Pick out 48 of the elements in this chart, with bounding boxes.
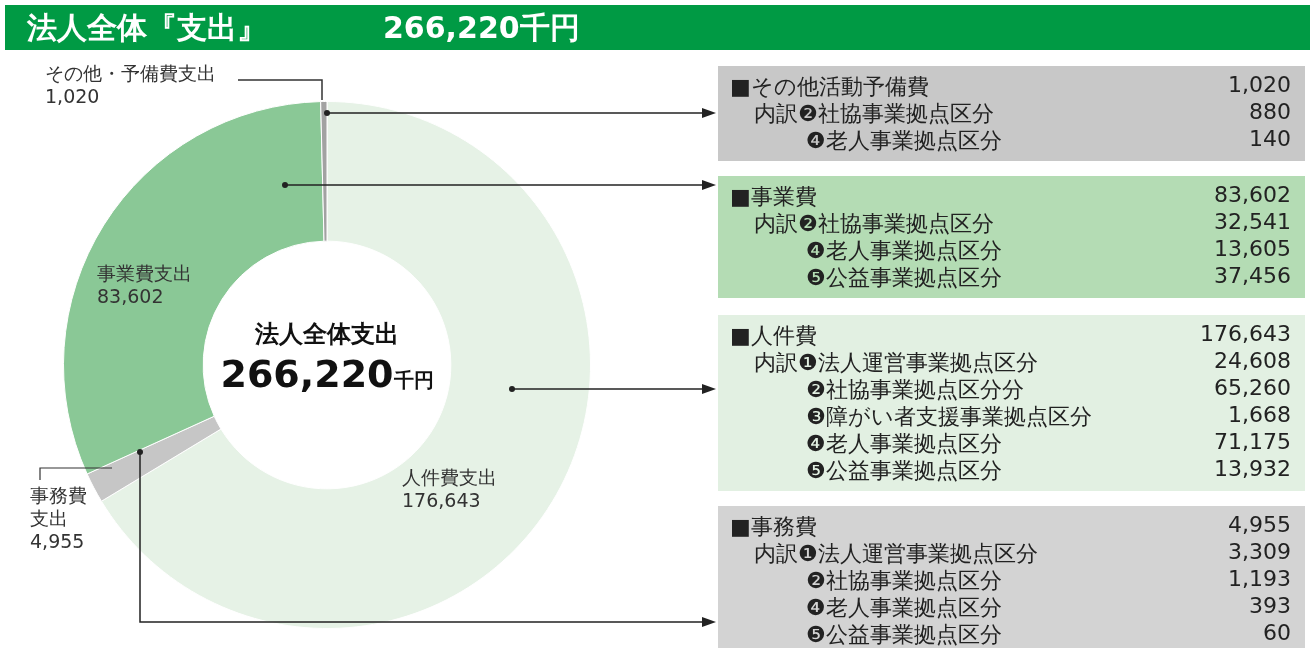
text: ❹老人事業拠点区分 xyxy=(806,430,1002,456)
text: 176,643 xyxy=(1200,321,1291,348)
text: 32,541 xyxy=(1214,209,1291,236)
text: ■人件費 xyxy=(730,322,817,348)
text: 13,605 xyxy=(1214,236,1291,263)
text: 内訳❷社協事業拠点区分 xyxy=(754,100,994,126)
text: 内訳❶法人運営事業拠点区分 xyxy=(754,349,1038,375)
slice-label: その他・予備費支出 xyxy=(45,62,216,85)
slice-label: 人件費支出 xyxy=(402,466,497,489)
text: 880 xyxy=(1249,99,1291,126)
text: ❺公益事業拠点区分 xyxy=(806,457,1002,483)
text: 140 xyxy=(1249,126,1291,153)
text: ❺公益事業拠点区分 xyxy=(806,264,1002,290)
text: ❸障がい者支援事業拠点区分 xyxy=(806,403,1092,429)
text: 1,668 xyxy=(1228,402,1291,429)
text: ❺公益事業拠点区分 xyxy=(806,621,1002,647)
text: 60 xyxy=(1263,620,1291,647)
text: ❹老人事業拠点区分 xyxy=(806,594,1002,620)
text: 1,193 xyxy=(1228,566,1291,593)
text: ❷社協事業拠点区分分 xyxy=(806,376,1024,402)
data-label: 1,020 xyxy=(45,85,100,108)
text: 393 xyxy=(1249,593,1291,620)
data-label: 83,602 xyxy=(97,285,164,308)
chart-subtitle: 266,220千円 xyxy=(383,9,580,47)
text: ❹老人事業拠点区分 xyxy=(806,127,1002,153)
data-label: 4,955 xyxy=(30,530,85,553)
text: 1,020 xyxy=(1228,72,1291,99)
text: 83,602 xyxy=(1214,182,1291,209)
slice-label: 事業費支出 xyxy=(97,262,192,285)
text: 内訳❷社協事業拠点区分 xyxy=(754,210,994,236)
text: 4,955 xyxy=(1228,512,1291,539)
text: ❷社協事業拠点区分 xyxy=(806,567,1002,593)
text: 24,608 xyxy=(1214,348,1291,375)
text: 法人全体支出 xyxy=(254,319,400,350)
text: 71,175 xyxy=(1214,429,1291,456)
text: ■事務費 xyxy=(730,513,817,539)
text: 13,932 xyxy=(1214,456,1291,483)
text: ■その他活動予備費 xyxy=(730,73,929,99)
data-label: 176,643 xyxy=(402,489,481,512)
chart-title: 法人全体『支出』 xyxy=(27,9,267,47)
slice-label: 事務費支出 xyxy=(30,484,87,530)
text: 65,260 xyxy=(1214,375,1291,402)
text: 3,309 xyxy=(1228,539,1291,566)
text: ❹老人事業拠点区分 xyxy=(806,237,1002,263)
text: ■事業費 xyxy=(730,183,817,209)
text: 内訳❶法人運営事業拠点区分 xyxy=(754,540,1038,566)
text: 37,456 xyxy=(1214,263,1291,290)
text: 千円 xyxy=(393,368,434,392)
